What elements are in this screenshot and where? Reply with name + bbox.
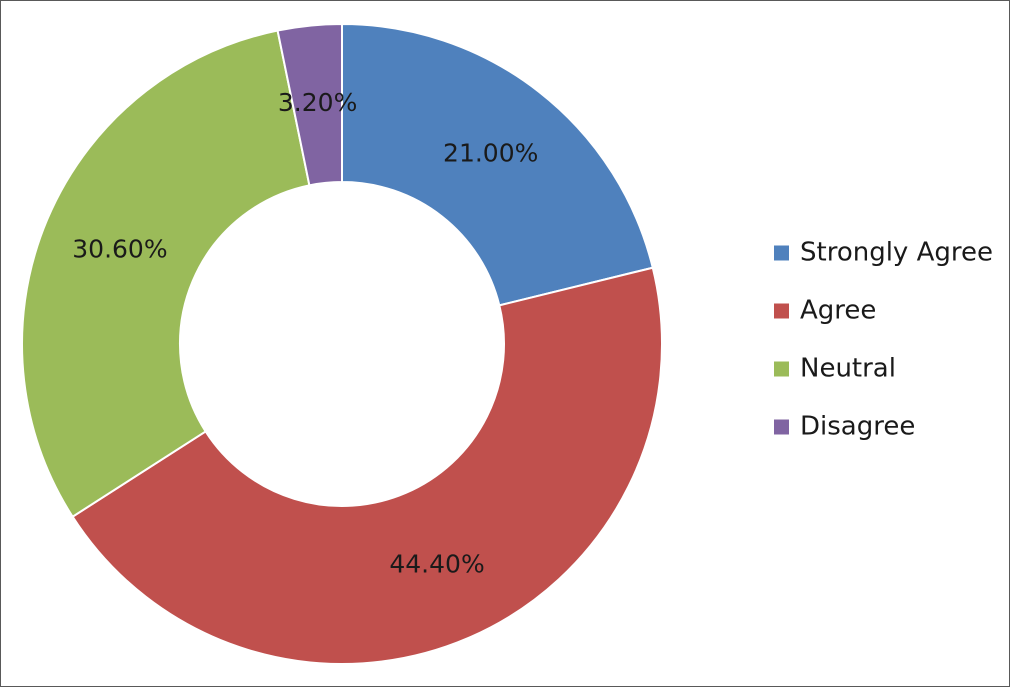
slice-neutral (21, 29, 311, 519)
legend: Strongly Agree Agree Neutral Disagree (774, 238, 993, 442)
legend-label-disagree: Disagree (800, 412, 915, 442)
legend-label-strongly-agree: Strongly Agree (800, 238, 993, 268)
legend-swatch-disagree (774, 419, 789, 435)
data-label-disagree: 3.20% (278, 88, 357, 117)
legend-swatch-strongly-agree (774, 245, 789, 261)
legend-label-neutral: Neutral (800, 354, 896, 384)
slice-disagree (276, 22, 343, 187)
legend-label-agree: Agree (800, 296, 876, 326)
legend-swatch-neutral (774, 361, 789, 377)
data-label-agree: 44.40% (389, 549, 484, 578)
slice-agree (71, 266, 663, 665)
slice-strongly-agree (341, 22, 654, 307)
data-labels: 21.00% 44.40% 30.60% 3.20% (72, 88, 538, 578)
donut-slices (21, 22, 663, 665)
data-label-strongly-agree: 21.00% (443, 138, 538, 167)
data-label-neutral: 30.60% (72, 234, 167, 263)
legend-swatch-agree (774, 303, 789, 319)
